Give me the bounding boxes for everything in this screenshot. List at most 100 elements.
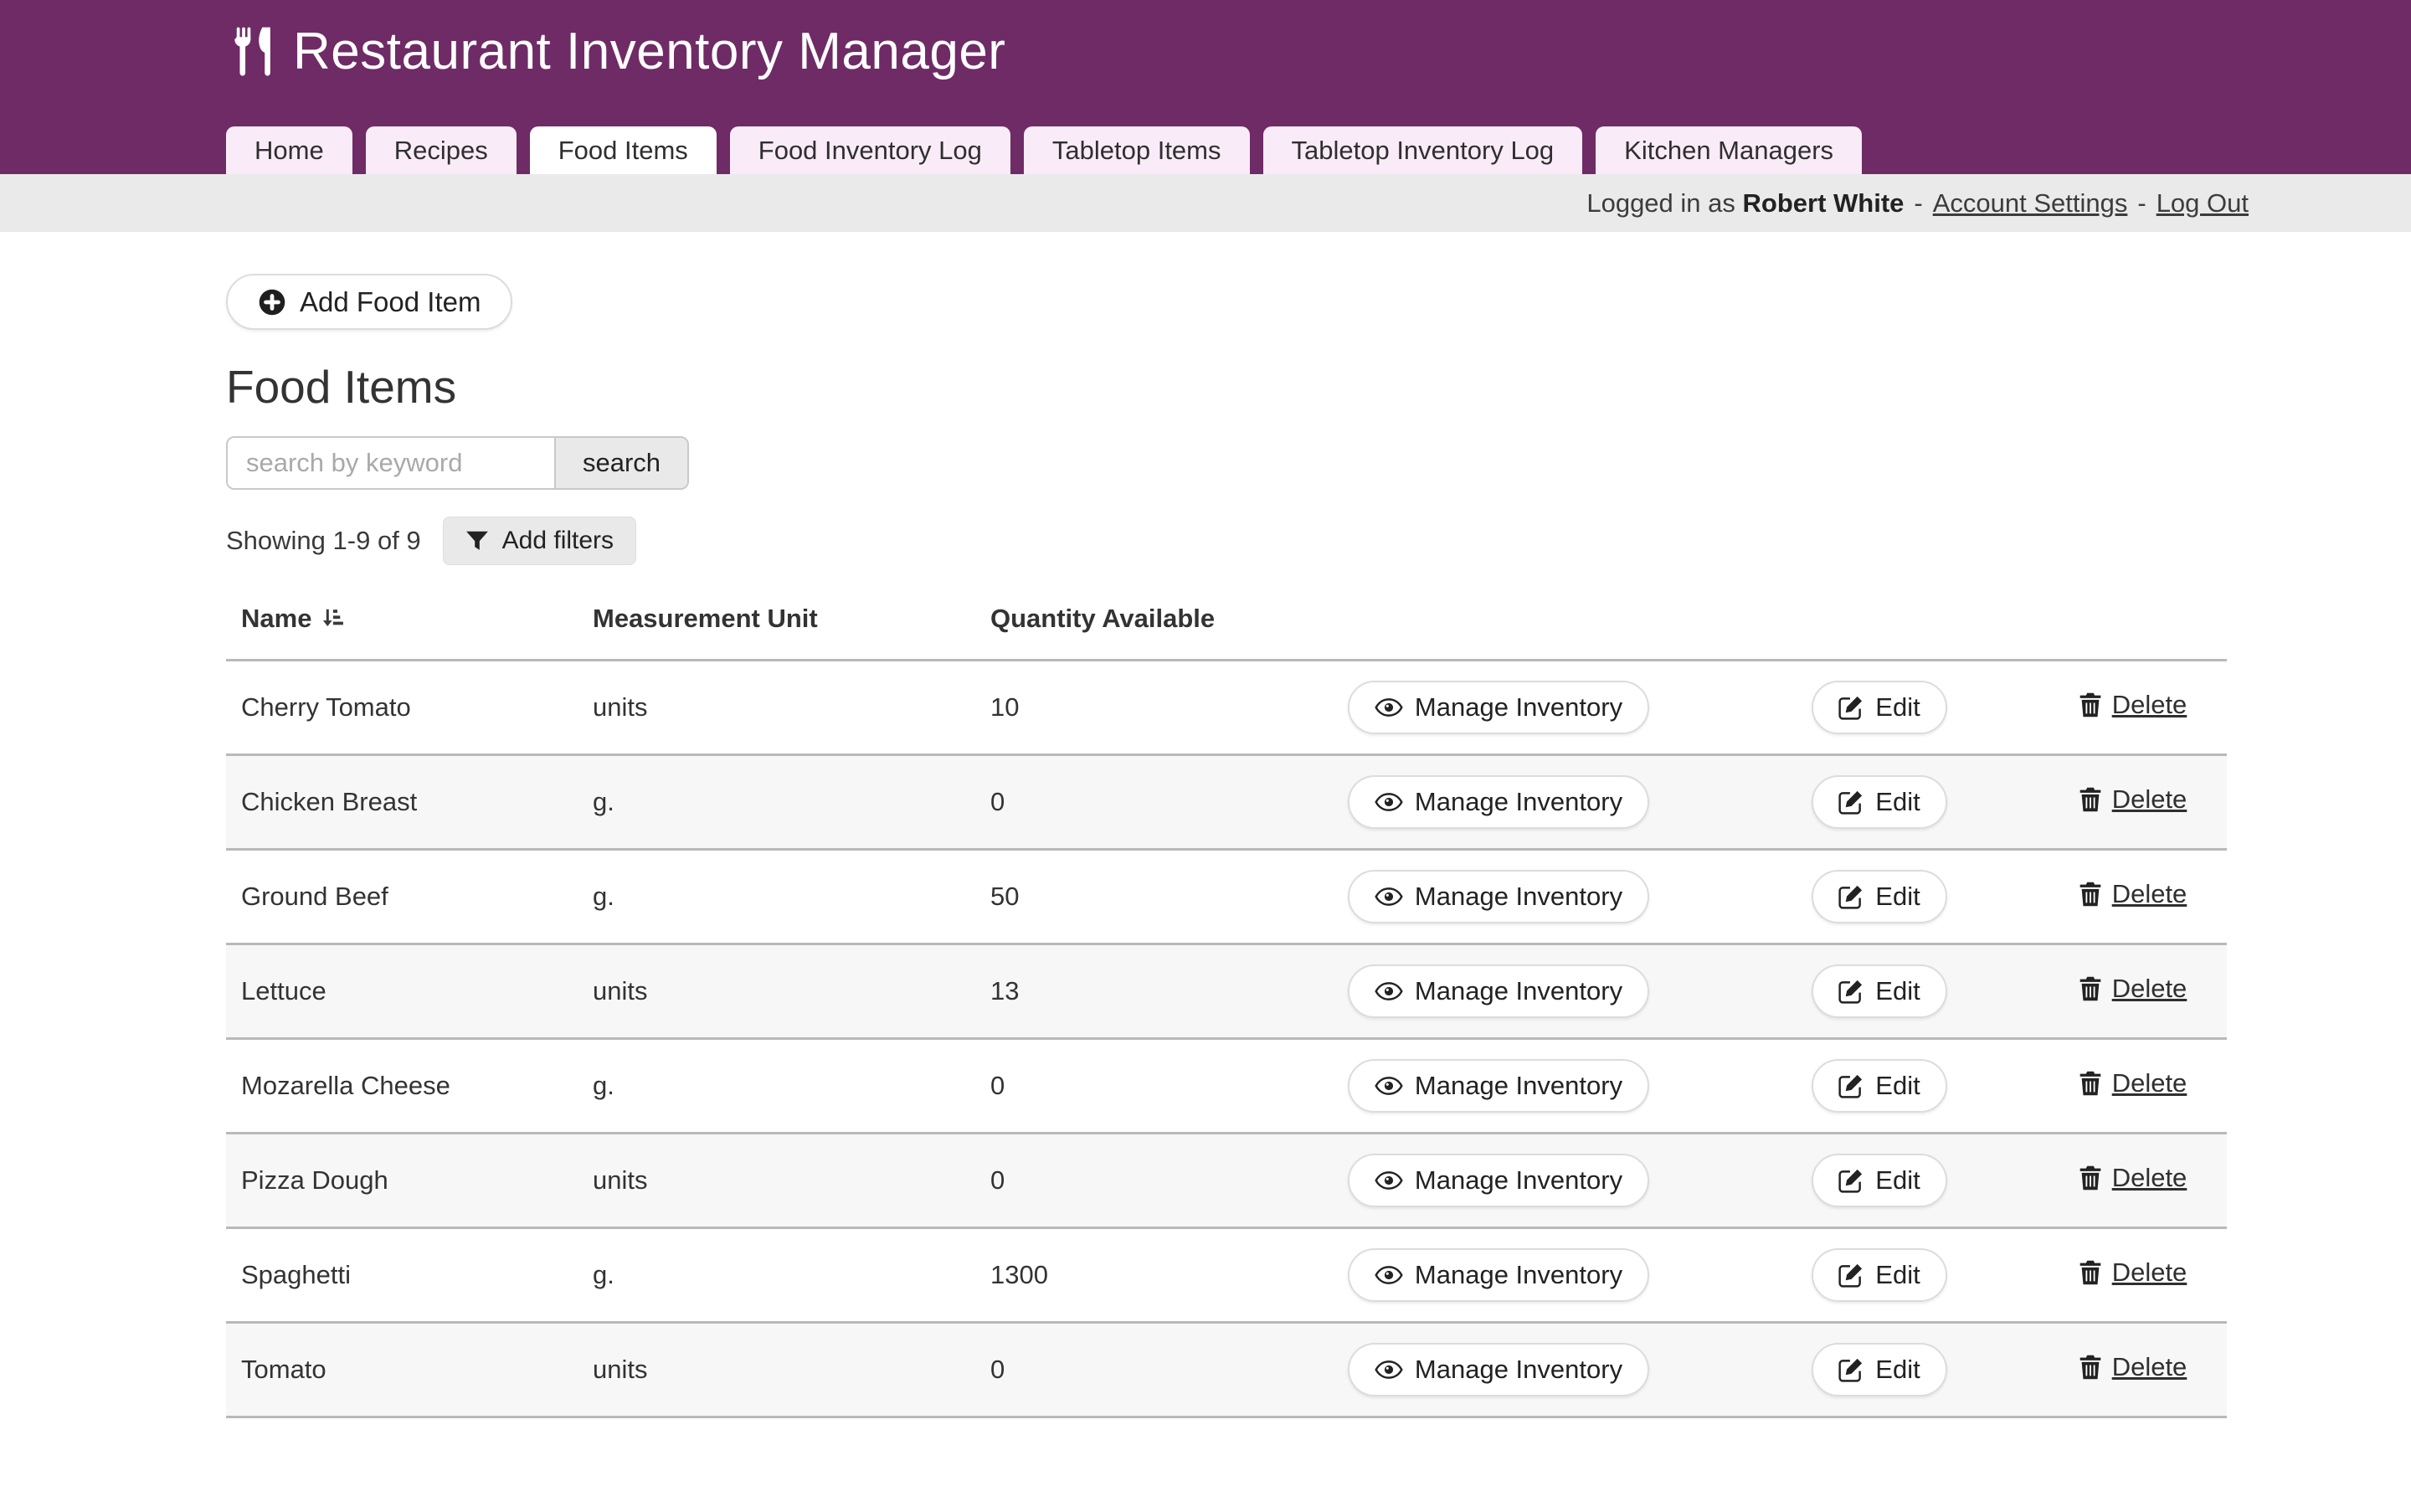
table-row: Lettuce units 13 Manage Inventory [226,944,2227,1039]
pen-square-icon [1838,884,1864,909]
manage-inventory-button[interactable]: Manage Inventory [1348,964,1649,1018]
eye-icon [1375,697,1403,717]
account-settings-link[interactable]: Account Settings [1933,188,2128,219]
edit-button[interactable]: Edit [1812,1154,1946,1207]
column-header-name[interactable]: Name [226,582,578,661]
delete-link[interactable]: Delete [2112,879,2187,909]
column-header-qty: Quantity Available [975,582,1277,661]
delete-link[interactable]: Delete [2112,1257,2187,1288]
add-filters-button[interactable]: Add filters [443,517,636,565]
cell-name: Cherry Tomato [226,661,578,755]
delete-link[interactable]: Delete [2112,1352,2187,1382]
funnel-icon [465,530,489,552]
search-group: search [226,436,689,490]
app-header: Restaurant Inventory Manager HomeRecipes… [0,0,2411,174]
manage-inventory-button[interactable]: Manage Inventory [1348,1154,1649,1207]
page-title: Food Items [226,360,2227,414]
eye-icon [1375,1265,1403,1285]
manage-inventory-label: Manage Inventory [1415,692,1622,723]
cell-unit: units [578,944,975,1039]
add-food-item-button[interactable]: Add Food Item [226,274,512,330]
table-row: Cherry Tomato units 10 Manage Inventory [226,661,2227,755]
cell-qty: 50 [975,850,1277,944]
cell-qty: 0 [975,755,1277,850]
delete-link[interactable]: Delete [2112,784,2187,815]
cell-qty: 10 [975,661,1277,755]
delete-link[interactable]: Delete [2112,1163,2187,1193]
edit-button[interactable]: Edit [1812,775,1946,829]
table-row: Mozarella Cheese g. 0 Manage Inventory [226,1039,2227,1134]
food-items-table: Name [226,582,2227,1512]
table-row: Chicken Breast g. 0 Manage Inventory [226,755,2227,850]
manage-inventory-label: Manage Inventory [1415,787,1622,817]
utensils-icon [231,26,276,78]
cell-unit: units [578,1134,975,1228]
tab-tabletop-inventory-log[interactable]: Tabletop Inventory Log [1263,126,1583,174]
manage-inventory-button[interactable]: Manage Inventory [1348,681,1649,734]
cell-qty: 0 [975,1323,1277,1417]
table-row: Ground Beef g. 50 Manage Inventory [226,850,2227,944]
edit-label: Edit [1875,1260,1920,1290]
results-summary: Showing 1-9 of 9 [226,526,421,556]
trash-icon [2079,1259,2102,1286]
cell-name: Tomato [226,1323,578,1417]
edit-button[interactable]: Edit [1812,1059,1946,1113]
tab-kitchen-managers[interactable]: Kitchen Managers [1596,126,1862,174]
cell-qty: 13 [975,944,1277,1039]
sort-amount-icon[interactable] [320,606,345,631]
tab-food-items[interactable]: Food Items [530,126,717,174]
eye-icon [1375,1076,1403,1096]
manage-inventory-label: Manage Inventory [1415,1165,1622,1196]
cell-name: Spaghetti [226,1228,578,1323]
delete-link[interactable]: Delete [2112,974,2187,1004]
search-input[interactable] [228,438,554,488]
manage-inventory-button[interactable]: Manage Inventory [1348,870,1649,923]
tab-food-inventory-log[interactable]: Food Inventory Log [730,126,1010,174]
pen-square-icon [1838,1357,1864,1382]
delete-link[interactable]: Delete [2112,690,2187,720]
edit-label: Edit [1875,1165,1920,1196]
eye-icon [1375,792,1403,812]
edit-label: Edit [1875,976,1920,1006]
trash-icon [2079,1070,2102,1097]
logout-link[interactable]: Log Out [2157,188,2249,219]
edit-button[interactable]: Edit [1812,964,1946,1018]
trash-icon [2079,1354,2102,1381]
tab-tabletop-items[interactable]: Tabletop Items [1024,126,1250,174]
tab-recipes[interactable]: Recipes [366,126,517,174]
edit-button[interactable]: Edit [1812,1248,1946,1302]
manage-inventory-button[interactable]: Manage Inventory [1348,1343,1649,1396]
cell-name: Lettuce [226,944,578,1039]
manage-inventory-button[interactable]: Manage Inventory [1348,775,1649,829]
search-button[interactable]: search [554,438,687,488]
edit-label: Edit [1875,692,1920,723]
pen-square-icon [1838,1168,1864,1193]
delete-link[interactable]: Delete [2112,1068,2187,1098]
cell-unit: g. [578,1228,975,1323]
manage-inventory-label: Manage Inventory [1415,882,1622,912]
user-name: Robert White [1743,188,1905,218]
column-header-actions2 [1720,582,2038,661]
table-body: Cherry Tomato units 10 Manage Inventory [226,661,2227,1512]
edit-button[interactable]: Edit [1812,1343,1946,1396]
eye-icon [1375,981,1403,1001]
column-header-actions3 [2038,582,2227,661]
manage-inventory-button[interactable]: Manage Inventory [1348,1248,1649,1302]
manage-inventory-button[interactable]: Manage Inventory [1348,1059,1649,1113]
main-content: Add Food Item Food Items search Showing … [226,232,2227,1512]
cell-qty: 1300 [975,1228,1277,1323]
edit-button[interactable]: Edit [1812,870,1946,923]
tab-home[interactable]: Home [226,126,352,174]
nav-tabs: Home Recipes Food Items Food Inventory Log T… [226,126,1862,174]
manage-inventory-label: Manage Inventory [1415,1355,1622,1385]
cell-name: Mozarella Cheese [226,1039,578,1134]
table-row-partial [226,1417,2227,1512]
cell-qty: 0 [975,1134,1277,1228]
edit-label: Edit [1875,1355,1920,1385]
edit-button[interactable]: Edit [1812,681,1946,734]
cell-name: Ground Beef [226,850,578,944]
results-row: Showing 1-9 of 9 Add filters [226,517,2227,565]
column-header-actions1 [1277,582,1720,661]
cell-unit: units [578,1323,975,1417]
eye-icon [1375,887,1403,907]
